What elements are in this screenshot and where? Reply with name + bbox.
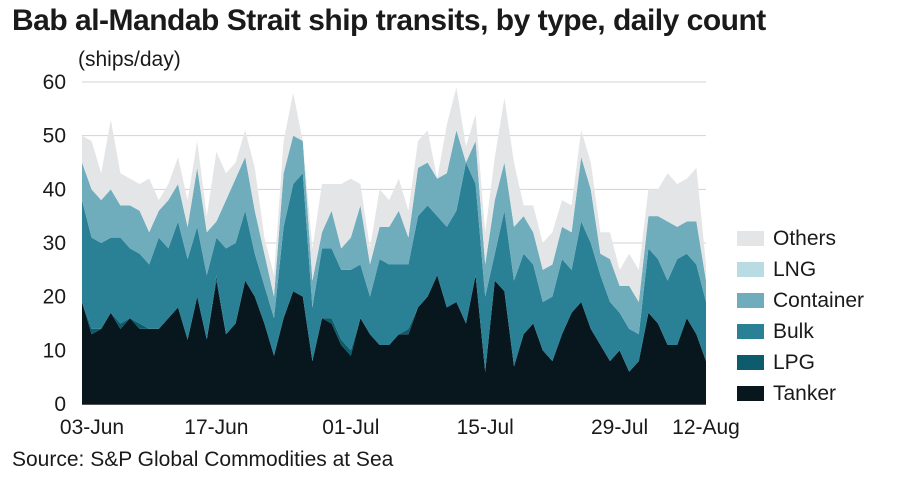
x-tick-label: 15-Jul (457, 416, 514, 439)
x-tick-label: 17-Jun (184, 416, 248, 439)
source-note: Source: S&P Global Commodities at Sea (12, 448, 394, 471)
y-tick-label: 20 (43, 286, 66, 309)
y-tick-label: 50 (43, 125, 66, 148)
x-tick-label: 03-Jun (60, 416, 124, 439)
x-tick-label: 01-Jul (322, 416, 379, 439)
legend-item-tanker: Tanker (737, 378, 864, 409)
area-container (82, 130, 706, 335)
chart-title: Bab al-Mandab Strait ship transits, by t… (12, 4, 766, 37)
y-tick-label: 30 (43, 232, 66, 255)
x-axis-ticks: 03-Jun 17-Jun 01-Jul 15-Jul 29-Jul 12-Aug (60, 416, 740, 439)
y-tick-label: 10 (43, 339, 66, 362)
area-layers (82, 87, 706, 404)
y-tick-label: 0 (54, 393, 66, 416)
area-others (82, 87, 706, 303)
legend-item-bulk: Bulk (737, 316, 864, 347)
y-axis-ticks: 0 10 20 30 40 50 60 (43, 71, 66, 416)
legend-swatch (737, 231, 764, 246)
legend-label: Others (773, 226, 837, 250)
legend-swatch (737, 262, 764, 277)
legend-item-others: Others (737, 223, 864, 254)
legend-label: LPG (773, 350, 816, 374)
x-tick-label: 29-Jul (591, 416, 648, 439)
legend-label: LNG (773, 257, 817, 281)
y-axis-unit-label: (ships/day) (78, 48, 181, 71)
y-tick-label: 60 (43, 71, 66, 94)
area-bulk (82, 162, 706, 372)
legend-swatch (737, 386, 764, 401)
legend-swatch (737, 355, 764, 370)
legend-item-lng: LNG (737, 254, 864, 285)
legend-label: Bulk (773, 319, 814, 343)
x-tick-label: 12-Aug (672, 416, 740, 439)
legend-swatch (737, 293, 764, 308)
legend-swatch (737, 324, 764, 339)
y-tick-label: 40 (43, 178, 66, 201)
legend: Others LNG Container Bulk LPG Tanker (737, 223, 864, 409)
legend-label: Container (773, 288, 865, 312)
legend-label: Tanker (773, 381, 837, 405)
legend-item-container: Container (737, 285, 864, 316)
legend-item-lpg: LPG (737, 347, 864, 378)
